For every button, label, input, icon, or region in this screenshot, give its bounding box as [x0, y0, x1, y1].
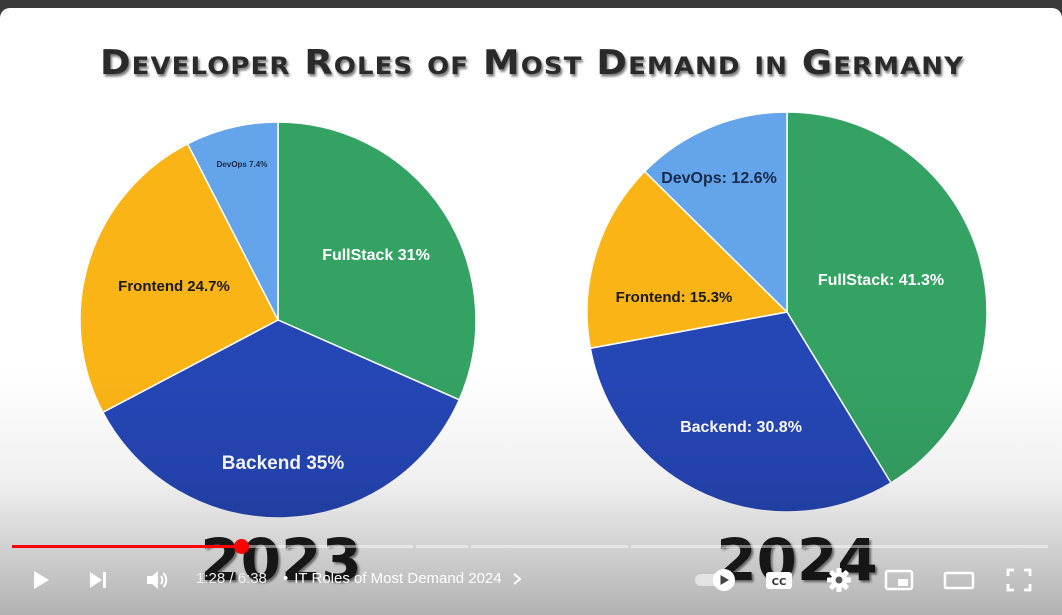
volume-icon	[147, 571, 168, 589]
chapter-segment[interactable]	[416, 545, 468, 548]
fullscreen-button[interactable]	[1000, 558, 1038, 602]
play-button[interactable]	[22, 558, 58, 602]
pie-slice	[589, 311, 892, 513]
chapter-segment[interactable]	[471, 545, 628, 548]
miniplayer-icon	[884, 569, 914, 591]
volume-button[interactable]	[140, 558, 176, 602]
slice-label: DevOps 7.4%	[217, 160, 268, 169]
chevron-right-icon	[512, 572, 522, 585]
slice-label: Frontend 24.7%	[118, 278, 230, 295]
pie-chart-2023: FullStack 31% Backend 35% Frontend 24.7% De…	[79, 121, 477, 519]
slide-title: Developer Roles of Most Demand in German…	[100, 43, 964, 83]
next-button[interactable]	[80, 558, 116, 602]
gear-icon	[827, 568, 851, 592]
year-label-2024: 2024	[716, 526, 877, 594]
theater-icon	[943, 571, 975, 590]
pie-slice	[277, 121, 477, 401]
autoplay-toggle[interactable]	[692, 558, 738, 602]
pie-charts: Developer Roles of Most Demand in German…	[79, 43, 988, 594]
controls-bar: 1:28 / 6:38 • IT Roles of Most Demand 20…	[0, 558, 1062, 602]
chapter-segment[interactable]	[631, 545, 1048, 548]
slice-label: DevOps: 12.6%	[661, 170, 777, 187]
slice-label: Backend 35%	[222, 453, 345, 474]
chapter-title-button[interactable]: • IT Roles of Most Demand 2024	[283, 570, 524, 587]
slice-label: Backend: 30.8%	[680, 419, 802, 436]
video-frame: Developer Roles of Most Demand in German…	[0, 8, 1062, 615]
play-icon	[34, 571, 49, 589]
fullscreen-icon	[1006, 568, 1032, 592]
pie-slice	[586, 170, 789, 350]
miniplayer-button[interactable]	[880, 558, 918, 602]
pie-slice	[79, 142, 280, 414]
cc-icon: CC	[766, 572, 792, 589]
pie-slice	[186, 121, 279, 321]
slice-label: FullStack 31%	[322, 247, 430, 264]
pie-slice	[101, 319, 461, 519]
pie-slice	[643, 111, 788, 314]
progress-bar[interactable]	[12, 538, 1048, 556]
scrubber-handle[interactable]	[234, 539, 249, 554]
slice-label: FullStack: 41.3%	[818, 272, 944, 289]
chapter-title: IT Roles of Most Demand 2024	[294, 570, 502, 587]
progress-played	[12, 545, 241, 548]
next-icon	[90, 572, 106, 588]
slice-label: Frontend: 15.3%	[616, 289, 733, 306]
pie-slice	[786, 111, 988, 484]
year-label-2023: 2023	[200, 526, 361, 594]
chapter-segment[interactable]	[176, 545, 413, 548]
svg-text:CC: CC	[772, 577, 787, 588]
theater-mode-button[interactable]	[940, 558, 978, 602]
settings-button[interactable]	[820, 558, 858, 602]
chapter-separator: •	[283, 570, 289, 587]
autoplay-toggle-icon	[695, 569, 735, 591]
captions-button[interactable]: CC	[760, 558, 798, 602]
pie-chart-2024: FullStack: 41.3% Backend: 30.8% Frontend: …	[586, 111, 988, 513]
time-display: 1:28 / 6:38	[196, 570, 267, 587]
